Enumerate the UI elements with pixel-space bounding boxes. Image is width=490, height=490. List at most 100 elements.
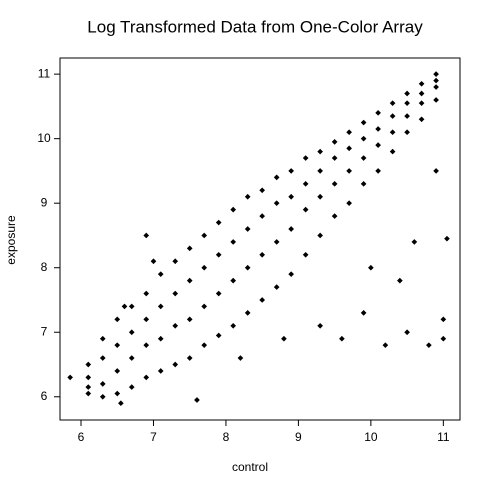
point [99,393,106,400]
point [317,232,323,239]
point [85,384,92,390]
x-tick-label: 11 [437,430,450,444]
point [143,342,150,348]
point [157,335,164,342]
x-tick-label: 8 [223,430,230,444]
point [172,290,179,297]
y-tick-label: 8 [41,260,48,274]
point [201,232,208,239]
point [360,181,367,187]
point [186,316,193,323]
point [273,284,280,290]
point [360,155,367,161]
point [404,113,410,119]
y-tick-label: 6 [41,389,48,403]
point [128,355,135,361]
point [67,374,73,381]
point [244,310,251,316]
point [259,213,266,219]
point [302,181,309,187]
point [404,129,410,136]
y-tick-label: 9 [41,195,48,209]
x-tick-label: 10 [364,430,378,444]
point [143,290,150,297]
point [114,316,121,323]
point [331,155,338,161]
point [433,97,439,103]
point [186,245,193,252]
point [99,381,106,387]
point [389,113,396,119]
point [244,193,251,200]
point [317,193,323,200]
point [157,368,164,374]
point [273,174,280,181]
point [339,335,345,342]
point [346,129,352,136]
point [288,271,294,277]
point [128,303,135,310]
point [215,251,222,258]
point [273,239,280,245]
point [389,129,396,136]
point [230,277,237,284]
plot-frame [59,57,461,421]
chart-title: Log Transformed Data from One-Color Arra… [87,17,423,36]
point [201,342,208,348]
point [143,316,150,323]
point [215,290,222,297]
point [302,155,309,161]
point [389,148,396,155]
point [317,168,323,174]
point [128,384,135,390]
point [157,271,164,277]
point [360,119,367,126]
point [244,264,251,271]
point [273,200,280,207]
point [85,374,92,381]
point [201,303,208,310]
point [440,316,447,323]
point [237,355,244,361]
point [172,361,179,368]
point [418,100,425,106]
point [281,335,287,342]
point [259,187,266,194]
point [114,342,121,348]
x-tick-label: 9 [295,430,302,444]
point [382,342,389,348]
point [302,206,309,213]
x-tick-label: 6 [78,430,85,444]
point [404,100,410,106]
point [375,126,381,132]
point [157,303,164,310]
point [331,139,338,145]
point [143,232,150,239]
point [433,168,439,174]
point [201,264,208,271]
point [244,226,251,232]
y-tick-label: 10 [37,131,51,145]
point [230,322,237,329]
y-tick-label: 11 [38,66,51,80]
point [230,206,237,213]
point [150,258,157,265]
point [411,239,418,245]
point [433,77,439,84]
point [331,213,338,219]
point [375,142,381,148]
point [302,251,309,258]
point [317,322,323,329]
point [172,322,179,329]
point [230,239,237,245]
point [360,135,367,142]
y-tick-label: 7 [41,324,48,338]
point [259,297,266,303]
point [288,168,294,174]
point [331,181,338,187]
point [418,116,425,123]
point [114,368,121,374]
point [346,145,352,152]
point [186,355,193,361]
